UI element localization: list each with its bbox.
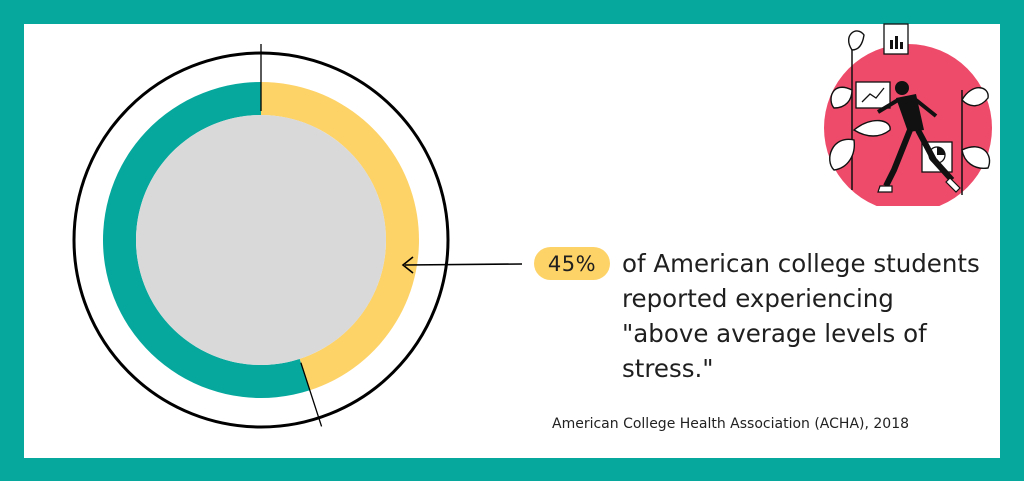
donut-chart [72, 44, 450, 429]
slice-rest [102, 82, 310, 398]
slice-highlight [261, 82, 419, 391]
person-with-charts-and-leaves-icon [824, 23, 992, 206]
center-disc [136, 115, 386, 365]
stat-description: of American college students reported ex… [622, 249, 980, 383]
slice-end-tick [300, 362, 323, 427]
percentage-badge: 45% [534, 247, 610, 280]
source-citation: American College Health Association (ACH… [552, 416, 910, 432]
